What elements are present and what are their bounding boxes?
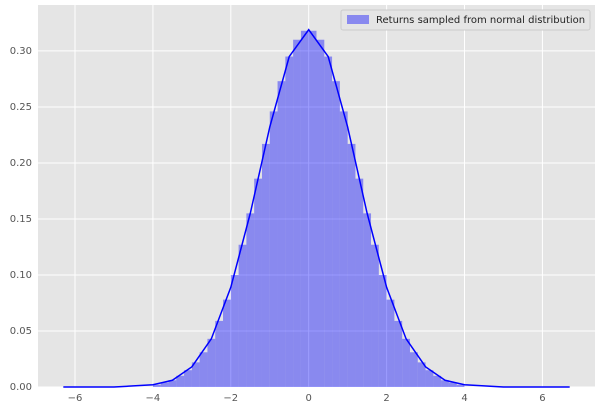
y-tick-label: 0.30 [10,46,32,57]
histogram-bar [339,111,348,387]
histogram-bar [160,382,169,387]
histogram-bar [378,274,387,387]
y-tick-label: 0.25 [10,102,32,113]
legend-box [340,9,591,31]
x-tick-label: 6 [539,393,545,404]
y-tick-label: 0.05 [10,326,32,337]
y-tick-label: 0.00 [10,382,32,393]
histogram-bar [347,143,356,387]
y-tick-label: 0.10 [10,270,32,281]
histogram-bar [277,81,286,387]
histogram-bar [176,375,185,387]
legend-swatch [347,15,369,24]
histogram-bar [215,320,224,387]
histogram-bar [363,213,372,387]
histogram-bar [371,244,379,387]
histogram-bar [152,384,161,387]
x-tick-label: −2 [223,393,238,404]
histogram-bar [425,370,434,387]
histogram-bar [168,380,177,387]
x-tick-label: 4 [461,393,467,404]
histogram-bar [199,352,208,387]
histogram-bar [230,274,239,387]
histogram-bar [191,362,200,387]
y-tick-label: 0.15 [10,214,32,225]
histogram-bar [456,384,465,387]
plot-background [38,5,595,387]
histogram-bar [394,320,403,387]
histogram-bar [433,375,442,387]
histogram-bar [417,362,426,387]
histogram-bar [261,143,270,387]
histogram-bar [409,352,418,387]
histogram-bar [285,56,294,387]
histogram-bar [184,370,192,387]
histogram-bar [316,39,325,388]
kde-line [63,28,570,388]
y-tick-label: 0.20 [10,158,32,169]
histogram-bar [300,30,309,388]
histogram-bar [441,380,449,387]
histogram-bar [246,213,255,387]
histogram-bar [324,56,333,387]
histogram-bar [448,382,457,387]
legend: Returns sampled from normal distribution [340,9,591,31]
histogram-bar [332,81,340,387]
histogram-bar [254,178,262,387]
x-tick-label: 0 [306,393,312,404]
histogram-bar [238,244,247,387]
histogram-bar [223,299,231,387]
legend-label: Returns sampled from normal distribution [376,15,585,26]
histogram-bar [402,338,410,387]
histogram-bar [386,299,395,387]
x-tick-label: −4 [146,393,161,404]
histogram-bar [308,30,317,388]
x-tick-label: −6 [68,393,83,404]
histogram-bar [293,39,301,388]
histogram-bar [355,178,364,387]
x-tick-label: 2 [383,393,389,404]
histogram-bar [269,111,278,387]
histogram-bar [207,338,216,387]
